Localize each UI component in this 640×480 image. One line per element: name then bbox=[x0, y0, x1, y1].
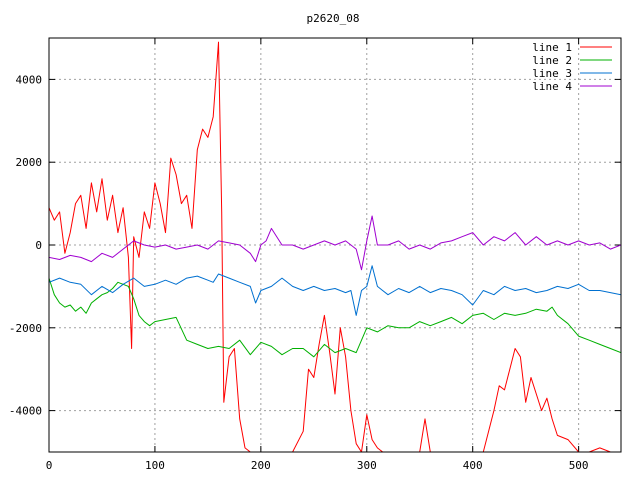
series-lines bbox=[49, 41, 621, 452]
y-tick-label: 2000 bbox=[16, 156, 43, 169]
chart-title: p2620_08 bbox=[307, 12, 360, 25]
y-tick-label: 0 bbox=[35, 239, 42, 252]
x-tick-label: 500 bbox=[569, 459, 589, 472]
series-line-4 bbox=[49, 215, 621, 271]
legend-label: line 2 bbox=[532, 54, 572, 67]
legend-label: line 4 bbox=[532, 80, 572, 93]
x-tick-label: 0 bbox=[46, 459, 53, 472]
y-tick-label: -2000 bbox=[9, 322, 42, 335]
x-tick-label: 300 bbox=[357, 459, 377, 472]
series-line-1 bbox=[49, 41, 621, 452]
x-tick-label: 400 bbox=[463, 459, 483, 472]
y-tick-label: 4000 bbox=[16, 73, 43, 86]
series-line-3 bbox=[49, 265, 621, 316]
axis-ticks: 0 100 200 300 400 500 -4000 -2000 0 2000 4000 bbox=[9, 38, 621, 472]
x-tick-label: 100 bbox=[145, 459, 165, 472]
y-tick-label: -4000 bbox=[9, 405, 42, 418]
x-tick-label: 200 bbox=[251, 459, 271, 472]
plot-frame bbox=[48, 37, 622, 453]
series-line-2 bbox=[49, 277, 621, 358]
legend-label: line 1 bbox=[532, 41, 572, 54]
legend-label: line 3 bbox=[532, 67, 572, 80]
